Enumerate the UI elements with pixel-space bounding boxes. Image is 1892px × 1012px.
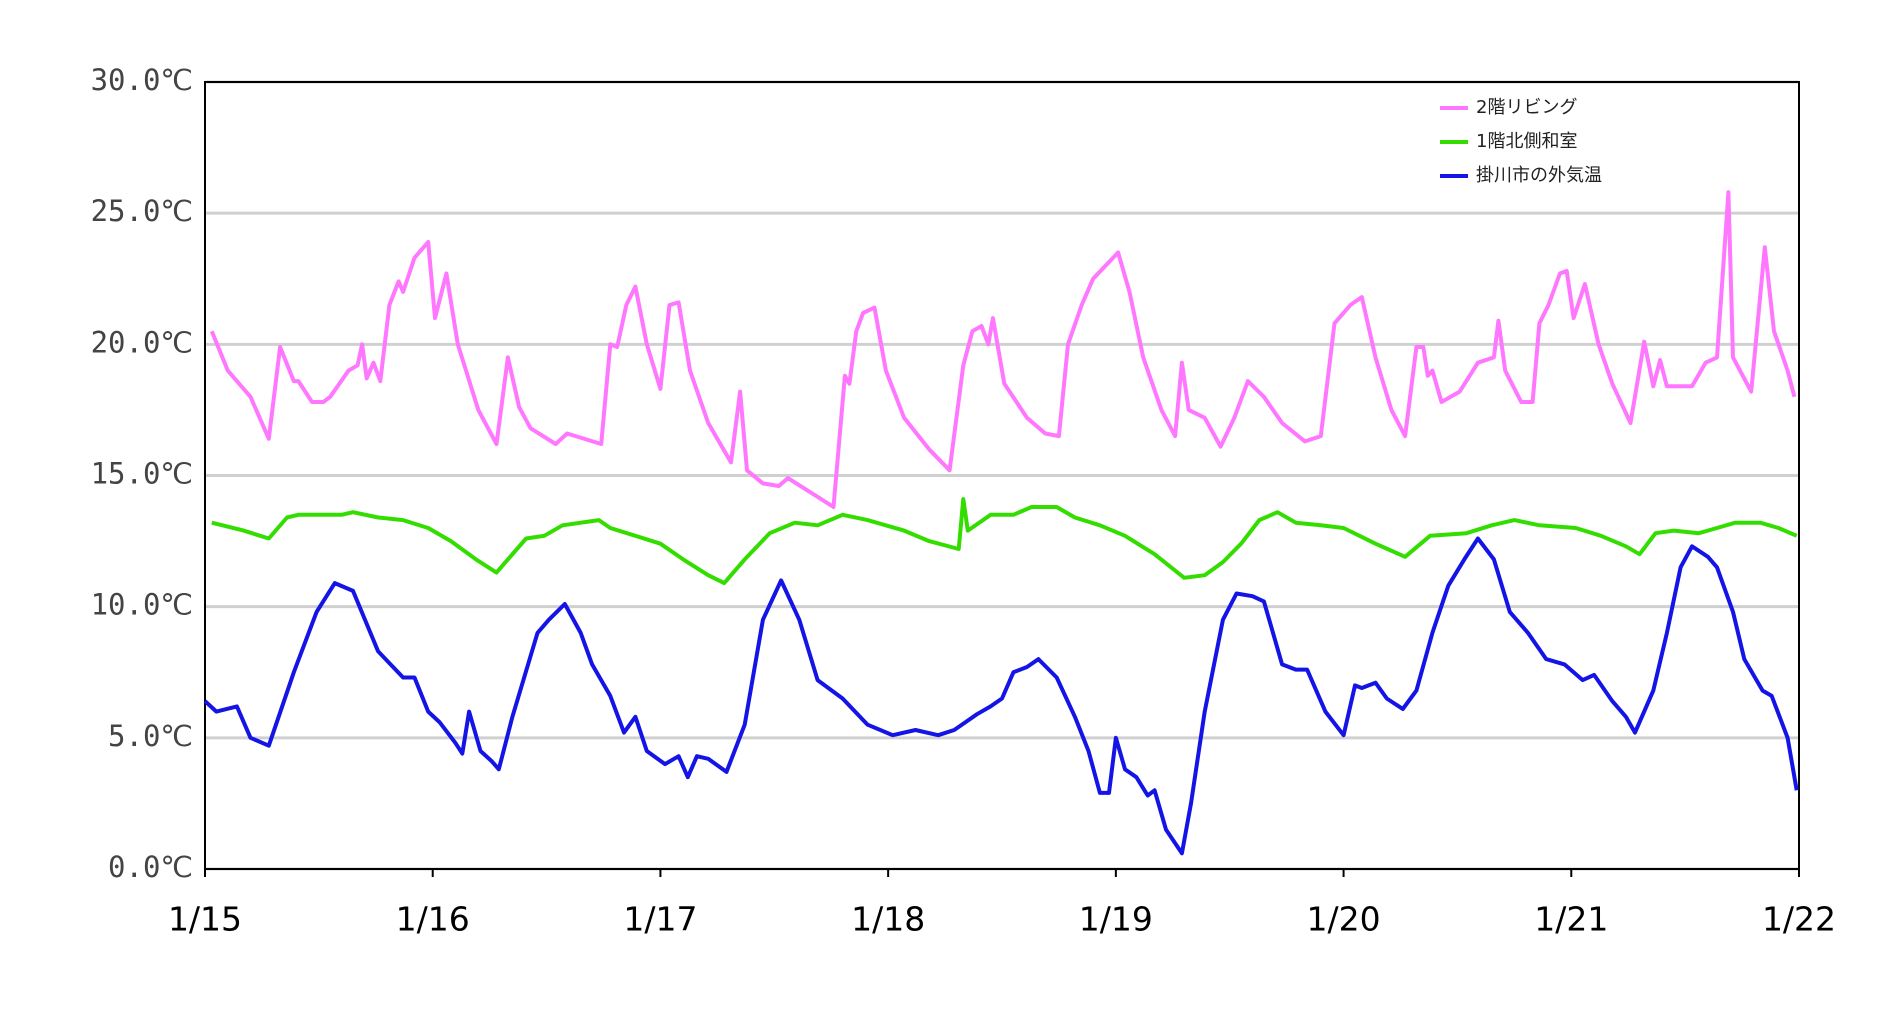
y-tick-label: 20.0℃ (91, 325, 193, 359)
legend-label: 2階リビング (1476, 97, 1577, 118)
y-tick-label: 25.0℃ (91, 194, 193, 228)
x-tick-label: 1/18 (851, 900, 925, 939)
line-series (209, 190, 1797, 509)
line-series (203, 536, 1799, 856)
x-tick-label: 1/16 (396, 900, 470, 939)
x-tick-label: 1/15 (168, 900, 242, 939)
y-tick-label: 0.0℃ (108, 850, 193, 884)
legend-label: 1階北側和室 (1476, 131, 1577, 152)
x-tick-label: 1/22 (1762, 900, 1836, 939)
plot-frame (204, 81, 1800, 870)
x-tick-label: 1/17 (623, 900, 697, 939)
x-tick-label: 1/20 (1307, 900, 1381, 939)
y-tick-label: 10.0℃ (91, 588, 193, 622)
line-series (211, 497, 1798, 586)
y-tick-label: 15.0℃ (91, 457, 193, 491)
x-tick-label: 1/21 (1534, 900, 1608, 939)
legend-label: 掛川市の外気温 (1476, 165, 1602, 186)
y-tick-label: 30.0℃ (91, 63, 193, 97)
y-tick-label: 5.0℃ (108, 719, 193, 753)
x-tick-label: 1/19 (1079, 900, 1153, 939)
